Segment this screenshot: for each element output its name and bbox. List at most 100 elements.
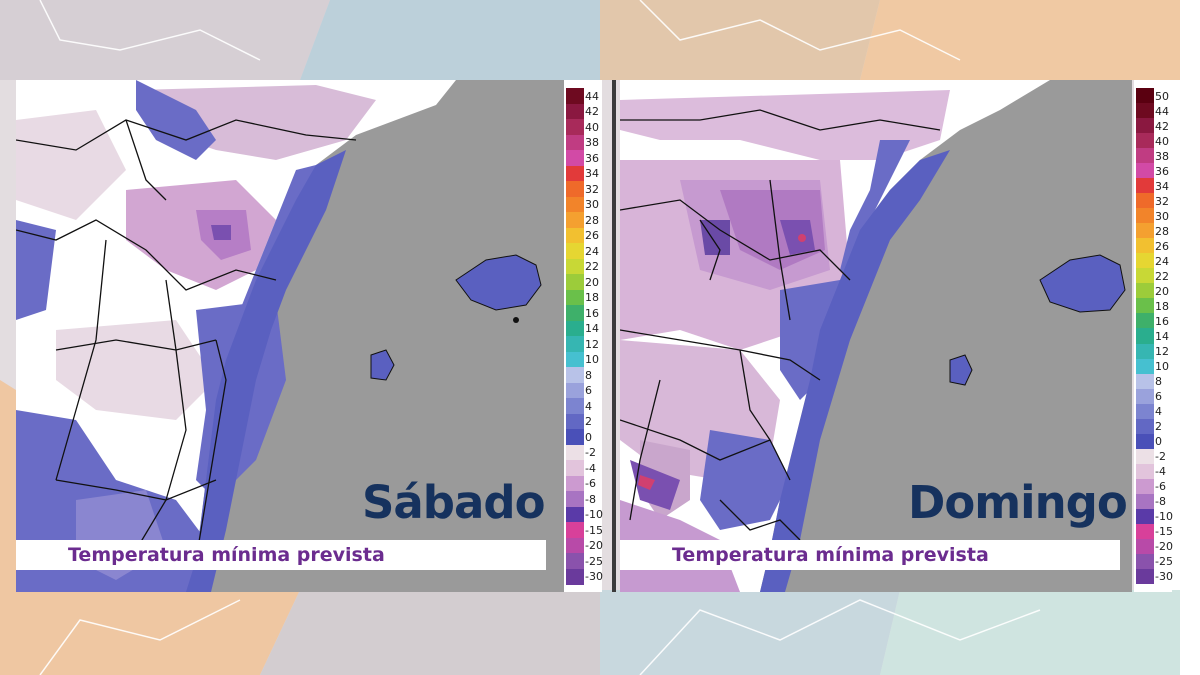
legend-swatch bbox=[1136, 343, 1154, 360]
legend-tick-label: 26 bbox=[1155, 239, 1169, 253]
legend-tick-label: 20 bbox=[1155, 284, 1169, 298]
legend-swatch bbox=[1136, 298, 1154, 314]
legend-swatch bbox=[566, 522, 584, 538]
legend-tick-label: 28 bbox=[585, 213, 599, 227]
legend-tick-label: 6 bbox=[1155, 390, 1162, 404]
legend-tick-label: -10 bbox=[1155, 510, 1173, 524]
legend-swatch bbox=[566, 491, 584, 507]
legend-tick-label: -6 bbox=[585, 477, 596, 491]
legend-tick-label: -4 bbox=[1155, 465, 1166, 479]
legend-swatch bbox=[1136, 178, 1154, 194]
legend-tick-label: 34 bbox=[1155, 179, 1169, 193]
legend-swatch bbox=[566, 382, 584, 399]
legend-swatch bbox=[566, 119, 584, 135]
legend-swatch bbox=[1136, 493, 1154, 510]
legend-tick-label: 16 bbox=[1155, 314, 1169, 328]
legend-swatch bbox=[1136, 373, 1154, 390]
legend-tick-label: -15 bbox=[585, 523, 603, 537]
legend-swatch bbox=[1136, 433, 1154, 450]
legend-tick-label: -20 bbox=[1155, 540, 1173, 554]
legend-tick-label: -25 bbox=[585, 554, 603, 568]
legend-swatch bbox=[1136, 133, 1154, 149]
legend-swatch bbox=[1136, 568, 1154, 585]
legend-swatch bbox=[1136, 538, 1154, 555]
legend-tick-label: 22 bbox=[585, 260, 599, 274]
legend-tick-label: 32 bbox=[585, 182, 599, 196]
legend-swatch bbox=[1136, 193, 1154, 209]
legend-swatch bbox=[566, 429, 584, 445]
legend-tick-label: 12 bbox=[585, 337, 599, 351]
legend-swatch bbox=[1136, 328, 1154, 344]
legend-tick-label: 8 bbox=[585, 368, 592, 382]
legend-tick-label: -30 bbox=[1155, 570, 1173, 584]
legend-swatch bbox=[1136, 418, 1154, 435]
legend-tick-label: -6 bbox=[1155, 480, 1166, 494]
day-title-saturday: Sábado bbox=[362, 476, 545, 529]
legend-tick-label: 4 bbox=[585, 399, 592, 413]
legend-swatch bbox=[1136, 148, 1154, 164]
caption-sunday: Temperatura mínima prevista bbox=[620, 540, 1120, 570]
legend-tick-label: 14 bbox=[1155, 330, 1169, 343]
legend-tick-label: 4 bbox=[1155, 405, 1162, 419]
legend-tick-label: 38 bbox=[1155, 149, 1169, 163]
legend-tick-label: -10 bbox=[585, 508, 603, 522]
legend-swatch bbox=[566, 475, 584, 492]
legend-tick-label: 0 bbox=[585, 430, 592, 444]
legend-tick-label: 2 bbox=[1155, 420, 1162, 434]
legend-swatch bbox=[1136, 478, 1154, 495]
legend-swatch bbox=[566, 398, 584, 414]
legend-tick-label: 18 bbox=[585, 291, 599, 305]
legend-tick-label: 10 bbox=[585, 353, 599, 367]
map-panel-sunday: Domingo Temperatura mínima prevista bbox=[620, 80, 1132, 592]
legend-swatch bbox=[1136, 448, 1154, 465]
legend-swatch bbox=[1136, 208, 1154, 224]
legend-swatch bbox=[1136, 223, 1154, 239]
legend-swatch bbox=[566, 227, 584, 244]
temperature-map-sunday bbox=[620, 80, 1132, 592]
legend-swatch bbox=[566, 243, 584, 259]
legend-tick-label: 26 bbox=[585, 229, 599, 243]
legend-swatch bbox=[566, 274, 584, 290]
legend-tick-label: 34 bbox=[585, 167, 599, 181]
legend-tick-label: 0 bbox=[1155, 435, 1162, 449]
legend-swatch bbox=[566, 320, 584, 337]
legend-tick-label: -2 bbox=[585, 446, 596, 460]
legend-swatch bbox=[566, 212, 584, 228]
legend-tick-label: 18 bbox=[1155, 299, 1169, 313]
legend-swatch bbox=[1136, 118, 1154, 134]
legend-tick-label: -30 bbox=[585, 570, 603, 584]
legend-swatch bbox=[566, 553, 584, 569]
legend-swatch bbox=[566, 196, 584, 213]
legend-swatch bbox=[1136, 358, 1154, 375]
legend-swatch bbox=[566, 460, 584, 476]
panel-divider bbox=[612, 80, 616, 592]
legend-tick-label: 24 bbox=[1155, 254, 1169, 268]
caption-saturday: Temperatura mínima prevista bbox=[16, 540, 546, 570]
legend-tick-label: 36 bbox=[1155, 164, 1169, 178]
legend-swatch bbox=[566, 444, 584, 461]
legend-swatch bbox=[1136, 103, 1154, 119]
legend-tick-label: -20 bbox=[585, 539, 603, 553]
legend-swatch bbox=[1136, 403, 1154, 420]
legend-tick-label: 24 bbox=[585, 244, 599, 258]
legend-swatch bbox=[566, 568, 584, 585]
legend-tick-label: 44 bbox=[585, 89, 599, 103]
legend-swatch bbox=[1136, 388, 1154, 405]
legend-tick-label: 32 bbox=[1155, 194, 1169, 208]
legend-tick-label: -8 bbox=[585, 492, 596, 506]
legend-tick-label: 30 bbox=[1155, 209, 1169, 223]
legend-swatch bbox=[566, 413, 584, 430]
legend-swatch bbox=[566, 289, 584, 306]
legend-tick-label: 14 bbox=[585, 322, 599, 336]
legend-swatch bbox=[566, 351, 584, 368]
legend-tick-label: 6 bbox=[585, 384, 592, 398]
legend-swatch bbox=[1136, 553, 1154, 570]
legend-swatch bbox=[1136, 313, 1154, 329]
legend-tick-label: 12 bbox=[1155, 345, 1169, 359]
legend-tick-label: 8 bbox=[1155, 375, 1162, 389]
legend-tick-label: 44 bbox=[1155, 104, 1169, 118]
legend-tick-label: 40 bbox=[1155, 134, 1169, 148]
legend-tick-label: 30 bbox=[585, 198, 599, 212]
legend-swatch bbox=[566, 258, 584, 275]
legend-swatch bbox=[1136, 163, 1154, 179]
